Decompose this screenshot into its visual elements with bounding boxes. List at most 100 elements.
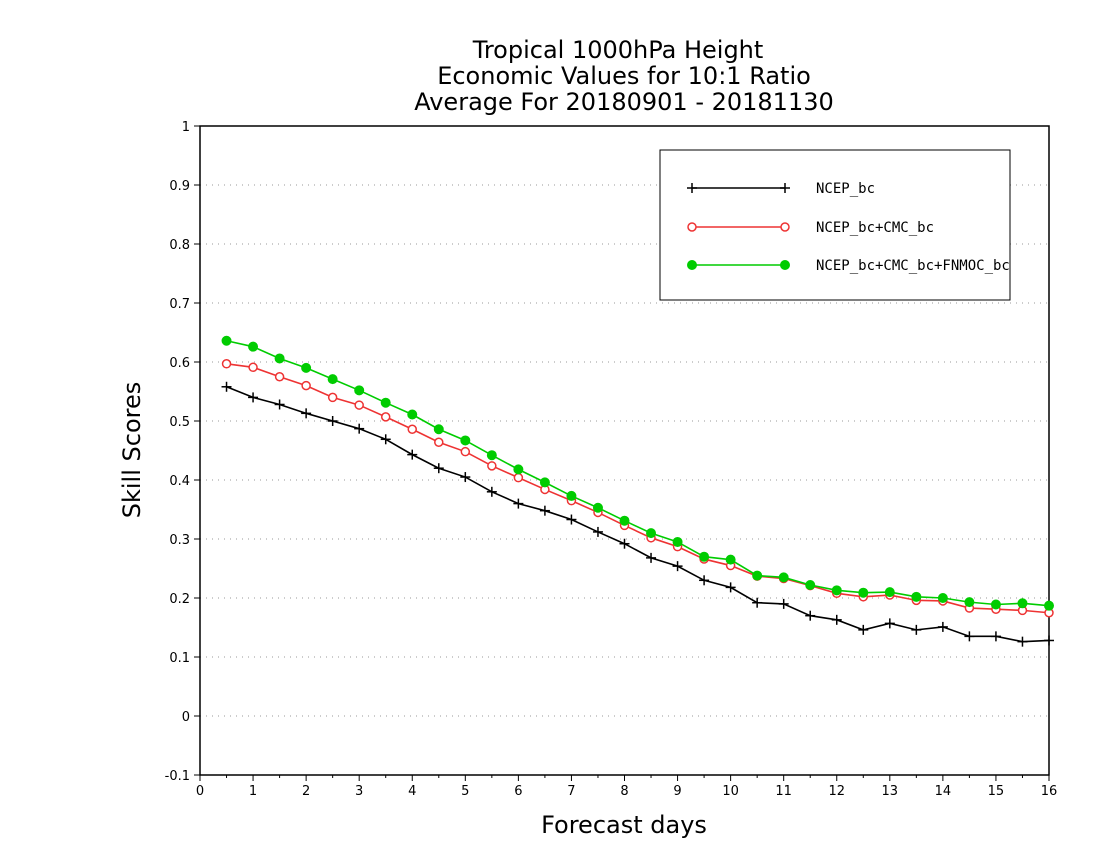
data-point bbox=[884, 587, 895, 598]
y-tick-label: 1 bbox=[182, 120, 190, 135]
data-point bbox=[566, 490, 577, 501]
data-point bbox=[619, 515, 630, 526]
data-point bbox=[221, 381, 232, 392]
data-point bbox=[301, 408, 312, 419]
data-point bbox=[752, 570, 763, 581]
data-point bbox=[990, 631, 1001, 642]
data-point bbox=[831, 614, 842, 625]
data-point bbox=[274, 353, 285, 364]
data-point bbox=[884, 618, 895, 629]
data-point bbox=[937, 593, 948, 603]
data-point bbox=[1044, 635, 1054, 646]
series-layer bbox=[221, 335, 1054, 647]
data-point bbox=[858, 587, 869, 598]
chart-title-line-2: Economic Values for 10:1 Ratio bbox=[437, 62, 811, 90]
x-tick-label: 6 bbox=[514, 784, 522, 799]
y-tick-label: 0.7 bbox=[169, 297, 190, 312]
data-point bbox=[513, 464, 524, 475]
data-point bbox=[433, 424, 444, 435]
legend-items: NCEP_bc NCEP_bc+CMC_bc NCEP_bc+CMC_bc+FNMO… bbox=[687, 181, 1010, 274]
y-axis: -0.1 0 0.1 0.2 0.3 0.4 0.5 0.6 0.7 0.8 0.9 1 bbox=[165, 120, 200, 784]
data-point bbox=[778, 572, 789, 583]
data-point bbox=[486, 450, 497, 461]
x-tick-label: 10 bbox=[722, 784, 739, 799]
y-tick-label: -0.1 bbox=[165, 769, 190, 784]
x-tick-label: 1 bbox=[249, 784, 257, 799]
legend-marker bbox=[687, 260, 697, 270]
data-point bbox=[964, 631, 975, 642]
legend-label: NCEP_bc+CMC_bc+FNMOC_bc bbox=[816, 258, 1010, 274]
data-point bbox=[566, 514, 577, 525]
data-point bbox=[672, 561, 683, 572]
data-point bbox=[487, 461, 497, 471]
data-point bbox=[380, 412, 391, 422]
data-point bbox=[699, 551, 710, 562]
x-tick-label: 8 bbox=[620, 784, 628, 799]
data-point bbox=[221, 359, 232, 369]
x-tick-label: 0 bbox=[196, 784, 204, 799]
x-tick-label: 7 bbox=[567, 784, 575, 799]
x-axis-label: Forecast days bbox=[541, 811, 707, 839]
x-tick-label: 5 bbox=[461, 784, 469, 799]
x-tick-label: 4 bbox=[408, 784, 416, 799]
y-tick-label: 0.3 bbox=[169, 533, 190, 548]
x-tick-label: 12 bbox=[828, 784, 845, 799]
legend-label: NCEP_bc+CMC_bc bbox=[816, 220, 934, 236]
x-tick-label: 11 bbox=[775, 784, 792, 799]
data-point bbox=[539, 505, 550, 516]
data-point bbox=[301, 362, 312, 373]
data-point bbox=[248, 392, 259, 403]
data-point bbox=[1044, 600, 1054, 611]
y-tick-label: 0 bbox=[182, 710, 190, 725]
data-point bbox=[460, 446, 471, 457]
y-tick-label: 0.1 bbox=[169, 651, 190, 666]
data-point bbox=[433, 463, 444, 474]
legend-marker bbox=[780, 222, 790, 232]
data-point bbox=[911, 624, 922, 635]
data-point bbox=[248, 341, 259, 352]
data-point bbox=[539, 477, 550, 488]
legend-box bbox=[659, 149, 1011, 301]
y-tick-label: 0.2 bbox=[169, 592, 190, 607]
x-tick-label: 13 bbox=[882, 784, 899, 799]
data-point bbox=[858, 624, 869, 635]
chart-title-line-3: Average For 20180901 - 20181130 bbox=[414, 88, 834, 116]
data-point bbox=[327, 392, 338, 403]
data-point bbox=[752, 597, 763, 608]
data-point bbox=[805, 610, 816, 621]
x-tick-label: 2 bbox=[302, 784, 310, 799]
series-line bbox=[226, 339, 1050, 607]
y-tick-label: 0.9 bbox=[169, 179, 190, 194]
data-point bbox=[592, 526, 603, 537]
series-0 bbox=[221, 381, 1054, 647]
data-point bbox=[778, 598, 789, 609]
legend: NCEP_bc NCEP_bc+CMC_bc NCEP_bc+CMC_bc+FNMO… bbox=[659, 149, 1011, 301]
chart-title: Tropical 1000hPa Height Economic Values … bbox=[414, 36, 834, 116]
data-point bbox=[301, 380, 311, 391]
legend-marker bbox=[780, 260, 790, 270]
legend-marker bbox=[687, 222, 697, 232]
series-1 bbox=[221, 359, 1054, 618]
data-point bbox=[513, 498, 524, 509]
data-point bbox=[380, 397, 391, 408]
series-line bbox=[226, 386, 1050, 643]
data-point bbox=[672, 536, 683, 547]
data-point bbox=[699, 575, 710, 586]
x-axis: 0 1 2 3 4 5 6 7 8 9 10 11 12 13 14 15 16 bbox=[196, 775, 1057, 799]
data-point bbox=[274, 399, 285, 410]
data-point bbox=[354, 423, 365, 434]
data-point bbox=[354, 385, 365, 396]
data-point bbox=[592, 502, 603, 513]
data-point bbox=[513, 472, 524, 483]
chart-title-line-1: Tropical 1000hPa Height bbox=[472, 36, 764, 64]
data-point bbox=[805, 580, 816, 591]
data-point bbox=[327, 416, 338, 426]
data-point bbox=[407, 424, 417, 435]
data-point bbox=[248, 362, 258, 373]
x-tick-label: 16 bbox=[1041, 784, 1058, 799]
legend-marker bbox=[687, 183, 697, 193]
x-tick-label: 9 bbox=[673, 784, 681, 799]
data-point bbox=[725, 582, 736, 593]
data-point bbox=[1017, 636, 1028, 647]
